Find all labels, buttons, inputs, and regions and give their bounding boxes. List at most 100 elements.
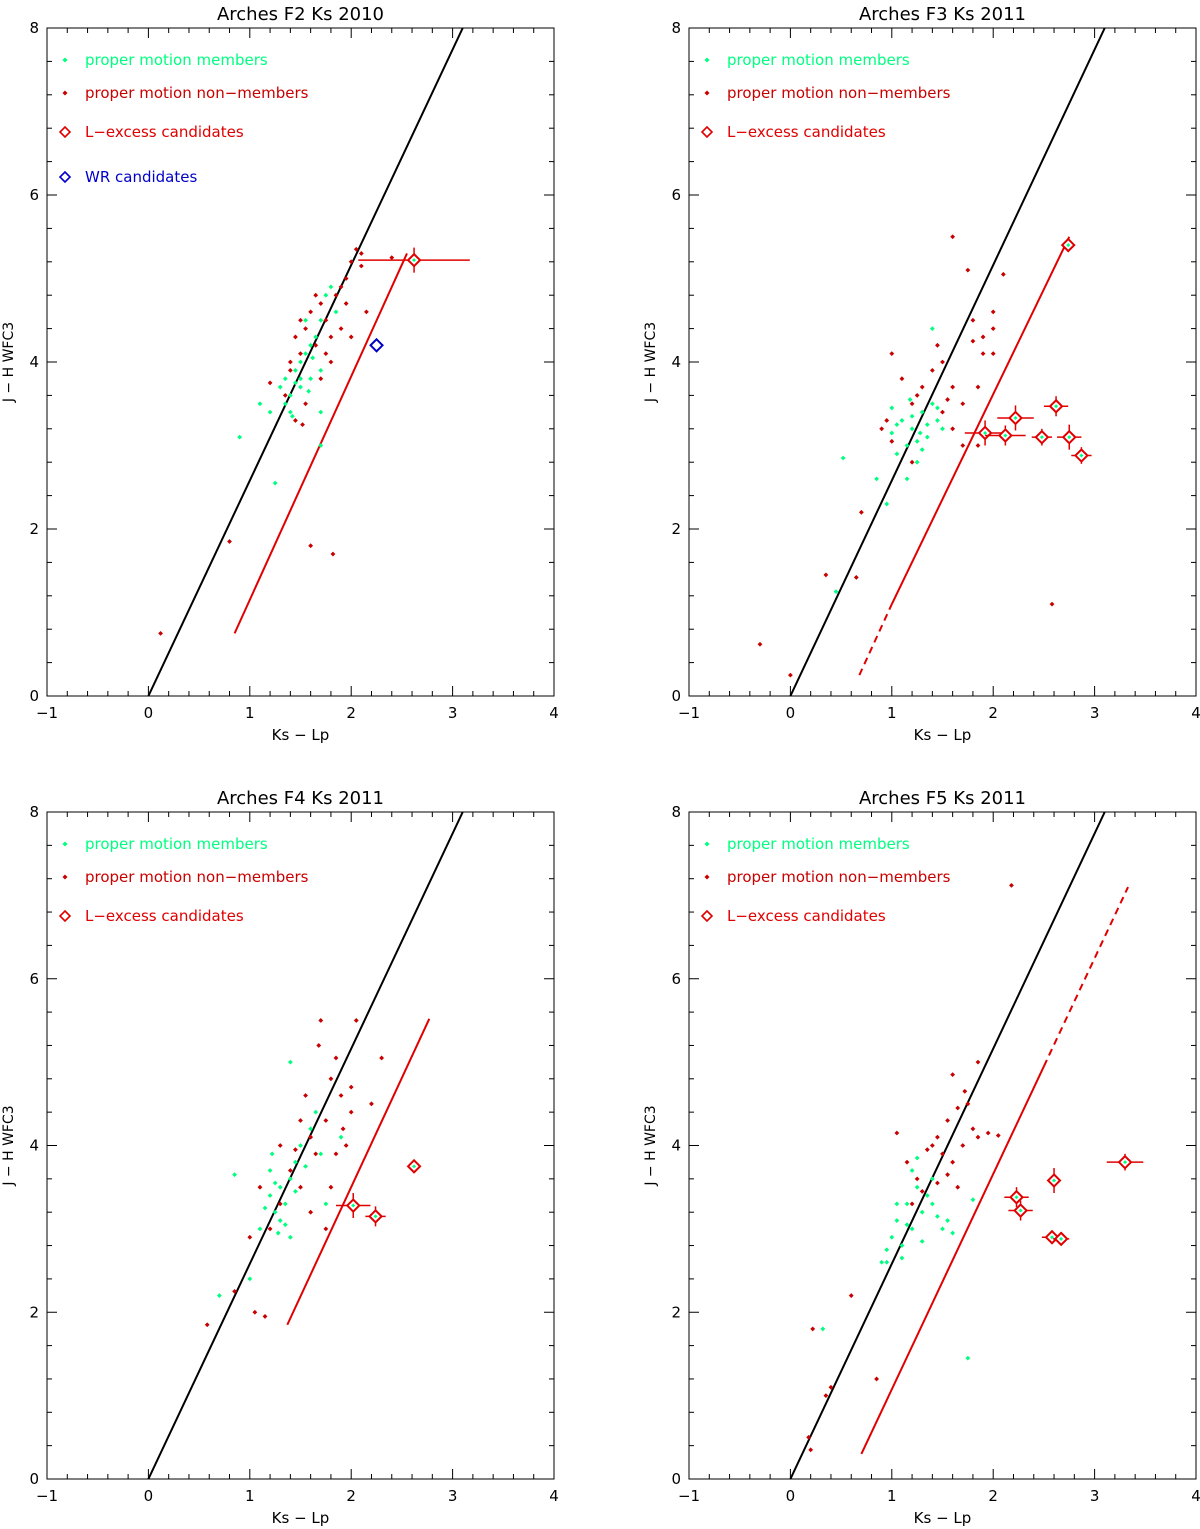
nonmember-point	[303, 326, 308, 331]
nonmember-point	[252, 1309, 258, 1315]
nonmember-point	[313, 342, 319, 348]
y-tick-label: 2	[29, 1303, 39, 1321]
wr-point	[369, 337, 384, 353]
member-point	[277, 384, 283, 390]
nonmember-point	[806, 1434, 812, 1440]
reddening-line	[789, 812, 1106, 1479]
nonmember-point	[935, 342, 940, 348]
x-axis-label: Ks − Lp	[914, 1509, 972, 1527]
nonmember-point	[316, 1043, 322, 1048]
nonmember-point	[894, 1130, 900, 1136]
y-tick-label: 0	[29, 1470, 39, 1488]
member-point	[894, 1201, 900, 1207]
nonmember-point	[313, 292, 319, 298]
nonmember-point	[318, 1018, 324, 1023]
legend-members-label: proper motion members	[727, 51, 910, 69]
legend-lexcess-label: L−excess candidates	[727, 123, 886, 141]
nonmember-point	[323, 1118, 329, 1123]
member-point	[909, 1226, 915, 1232]
nonmember-point	[343, 276, 349, 281]
member-point	[282, 1201, 288, 1207]
nonmember-point	[379, 1055, 385, 1061]
lexcess-core	[412, 258, 417, 263]
nonmember-point	[940, 409, 945, 415]
member-point	[950, 1230, 956, 1236]
member-point	[275, 1230, 281, 1236]
nonmember-point	[960, 1143, 966, 1148]
nonmember-point	[950, 1159, 956, 1165]
y-tick-label: 4	[671, 353, 681, 371]
x-tick-label: 1	[245, 1487, 255, 1505]
x-tick-label: 0	[144, 1487, 154, 1505]
lexcess-core	[1050, 1235, 1055, 1240]
nonmember-point	[303, 401, 308, 407]
nonmember-point	[955, 1184, 961, 1190]
member-point	[293, 380, 298, 386]
member-point	[272, 1209, 278, 1215]
nonmember-point	[204, 1322, 210, 1328]
member-point	[945, 1218, 950, 1223]
member-point	[282, 376, 288, 382]
member-point	[282, 401, 288, 407]
nonmember-point	[757, 641, 763, 647]
nonmember-point	[919, 384, 925, 390]
member-point	[289, 413, 295, 419]
member-point	[919, 447, 925, 453]
nonmember-point	[884, 418, 890, 423]
x-tick-label: 2	[988, 704, 998, 722]
x-tick-label: 1	[887, 704, 897, 722]
lexcess-core	[1039, 435, 1044, 440]
x-tick-label: 2	[988, 1487, 998, 1505]
member-point	[917, 430, 923, 436]
nonmember-point	[333, 1151, 339, 1157]
member-point	[929, 326, 935, 331]
axis-ticks	[46, 27, 555, 697]
member-point	[277, 1218, 283, 1223]
y-tick-label: 4	[29, 353, 39, 371]
member-point	[884, 501, 890, 507]
nonmember-point	[353, 1018, 359, 1023]
nonmember-point	[970, 338, 976, 344]
nonmember-point	[318, 301, 324, 306]
y-axis-label: J − H WFC3	[1, 1105, 17, 1186]
nonmember-point	[940, 359, 945, 365]
member-point	[272, 480, 278, 486]
nonmember-point	[313, 1151, 319, 1157]
nonmember-point	[990, 326, 996, 331]
nonmember-point	[950, 384, 956, 390]
member-point	[919, 409, 925, 415]
legend-members-label: proper motion members	[727, 835, 910, 853]
lexcess-core	[1079, 453, 1084, 458]
nonmember-point	[369, 1101, 374, 1107]
nonmember-point	[328, 1076, 334, 1082]
excess-limit-dashed-line	[858, 603, 893, 676]
member-point	[914, 1184, 920, 1190]
nonmember-point	[323, 317, 329, 323]
x-tick-label: 1	[887, 1487, 897, 1505]
y-tick-label: 2	[671, 1303, 681, 1321]
panel-arches-f2: Arches F2 Ks 2010 Ks − Lp J − H WFC3 pro…	[1, 4, 559, 744]
nonmember-point	[909, 459, 915, 465]
legend-nonmembers-marker	[62, 874, 68, 880]
legend-lexcess-marker	[58, 125, 72, 139]
nonmember-point	[333, 292, 339, 298]
x-tick-label: 0	[786, 1487, 796, 1505]
lexcess-core	[351, 1203, 356, 1208]
nonmember-point	[257, 1184, 263, 1190]
member-point	[306, 388, 312, 394]
y-tick-label: 8	[29, 803, 39, 821]
x-axis-label: Ks − Lp	[272, 1509, 330, 1527]
nonmember-point	[924, 1147, 930, 1153]
legend-members-marker	[62, 57, 68, 63]
lexcess-core	[373, 1214, 378, 1219]
member-point	[904, 1222, 910, 1228]
member-point	[904, 443, 910, 448]
nonmember-point	[358, 251, 364, 256]
member-point	[318, 1151, 324, 1157]
nonmember-point	[975, 1134, 981, 1140]
x-tick-label: 4	[1191, 704, 1200, 722]
nonmember-point	[298, 1184, 303, 1190]
y-tick-label: 0	[671, 1470, 681, 1488]
member-point	[293, 367, 298, 373]
